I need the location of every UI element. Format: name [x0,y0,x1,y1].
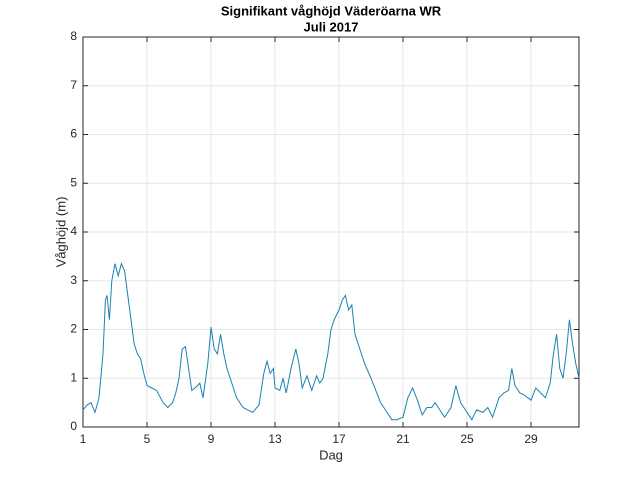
y-tick-label: 7 [70,78,77,92]
chart-subtitle: Juli 2017 [304,19,359,34]
plot-frame [82,36,580,428]
y-tick-label: 2 [70,322,77,336]
x-tick-label: 13 [268,432,282,446]
y-tick-label: 8 [70,29,77,43]
x-tick-label: 25 [460,432,474,446]
y-tick-label: 0 [70,419,77,433]
chart-title: Signifikant våghöjd Väderöarna WR [221,3,442,18]
y-tick-label: 5 [70,175,77,189]
x-tick-label: 1 [80,432,87,446]
x-axis-label: Dag [319,447,343,462]
x-tick-label: 5 [144,432,151,446]
y-axis-label: Våghöjd (m) [53,197,68,268]
y-tick-label: 3 [70,273,77,287]
x-tick-label: 21 [396,432,410,446]
x-tick-label: 17 [332,432,346,446]
y-tick-label: 4 [70,224,77,238]
y-tick-label: 6 [70,127,77,141]
y-tick-label: 1 [70,370,77,384]
x-tick-label: 9 [208,432,215,446]
x-tick-label: 29 [524,432,538,446]
data-line [82,262,580,421]
